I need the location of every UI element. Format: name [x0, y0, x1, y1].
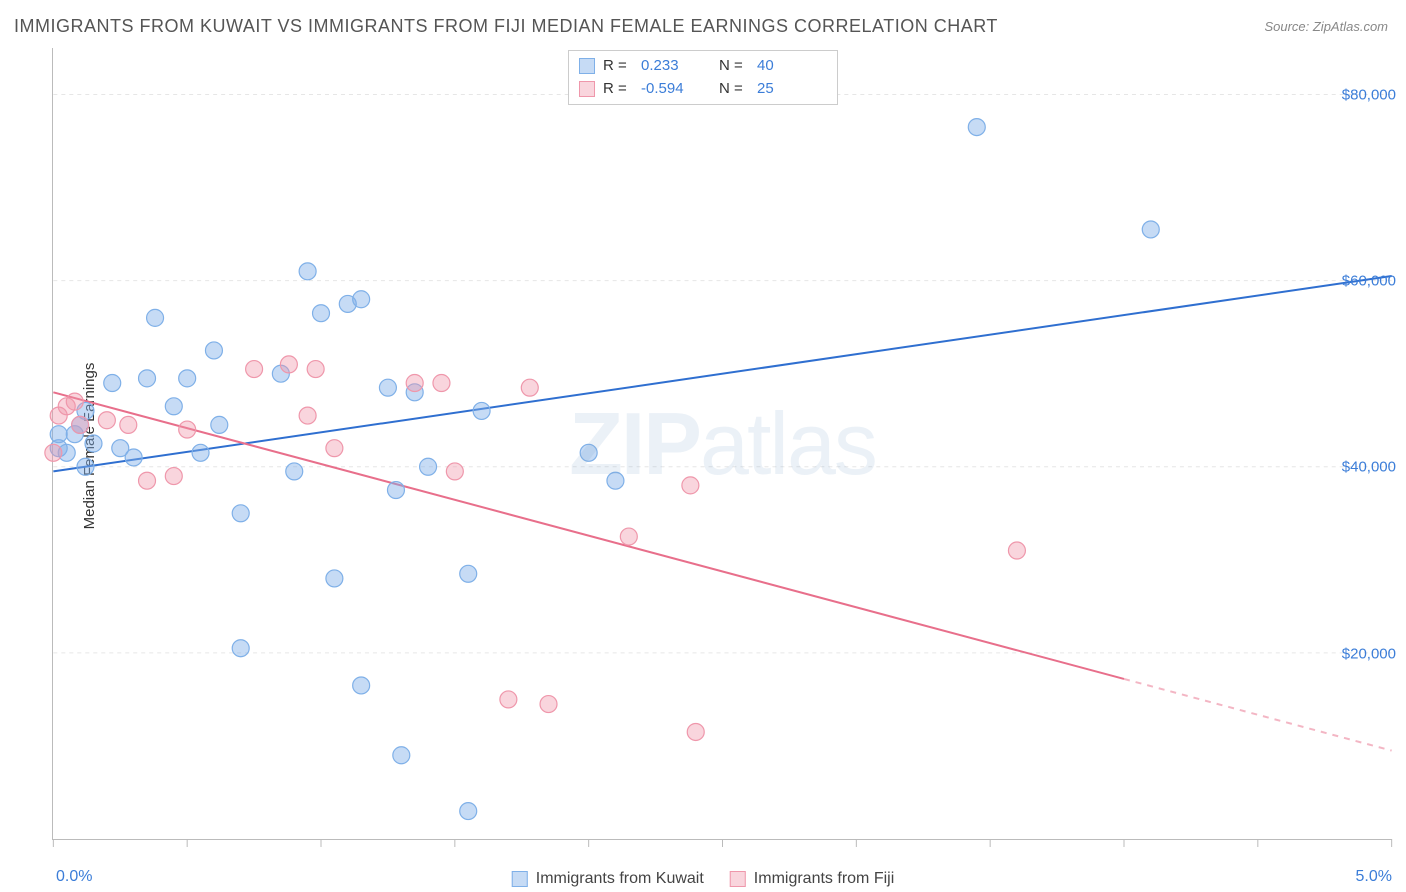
legend-swatch-icon: [579, 58, 595, 74]
legend-stats-row: R = 0.233 N = 40: [579, 55, 827, 78]
y-axis-tick-label: $40,000: [1342, 459, 1396, 476]
x-axis-tick-label: 0.0%: [56, 868, 92, 886]
n-value: 40: [757, 55, 827, 78]
legend-item: Immigrants from Fiji: [730, 870, 894, 888]
y-axis-tick-label: $20,000: [1342, 645, 1396, 662]
legend-swatch-icon: [579, 81, 595, 97]
r-value: 0.233: [641, 55, 711, 78]
n-label: N =: [719, 55, 749, 78]
scatter-plot: ZIPatlas: [52, 48, 1392, 840]
chart-title: IMMIGRANTS FROM KUWAIT VS IMMIGRANTS FRO…: [14, 16, 998, 37]
legend-item: Immigrants from Kuwait: [512, 870, 704, 888]
legend-stats: R = 0.233 N = 40 R = -0.594 N = 25: [568, 50, 838, 105]
r-value: -0.594: [641, 78, 711, 101]
legend-series: Immigrants from Kuwait Immigrants from F…: [512, 870, 895, 888]
n-label: N =: [719, 78, 749, 101]
x-axis-tick-label: 5.0%: [1356, 868, 1392, 886]
r-label: R =: [603, 78, 633, 101]
y-axis-tick-label: $60,000: [1342, 272, 1396, 289]
legend-series-label: Immigrants from Fiji: [754, 870, 894, 888]
legend-swatch-icon: [512, 871, 528, 887]
legend-swatch-icon: [730, 871, 746, 887]
legend-stats-row: R = -0.594 N = 25: [579, 78, 827, 101]
n-value: 25: [757, 78, 827, 101]
plot-svg: [53, 48, 1392, 839]
legend-series-label: Immigrants from Kuwait: [536, 870, 704, 888]
r-label: R =: [603, 55, 633, 78]
source-label: Source: ZipAtlas.com: [1264, 19, 1388, 34]
y-axis-tick-label: $80,000: [1342, 86, 1396, 103]
